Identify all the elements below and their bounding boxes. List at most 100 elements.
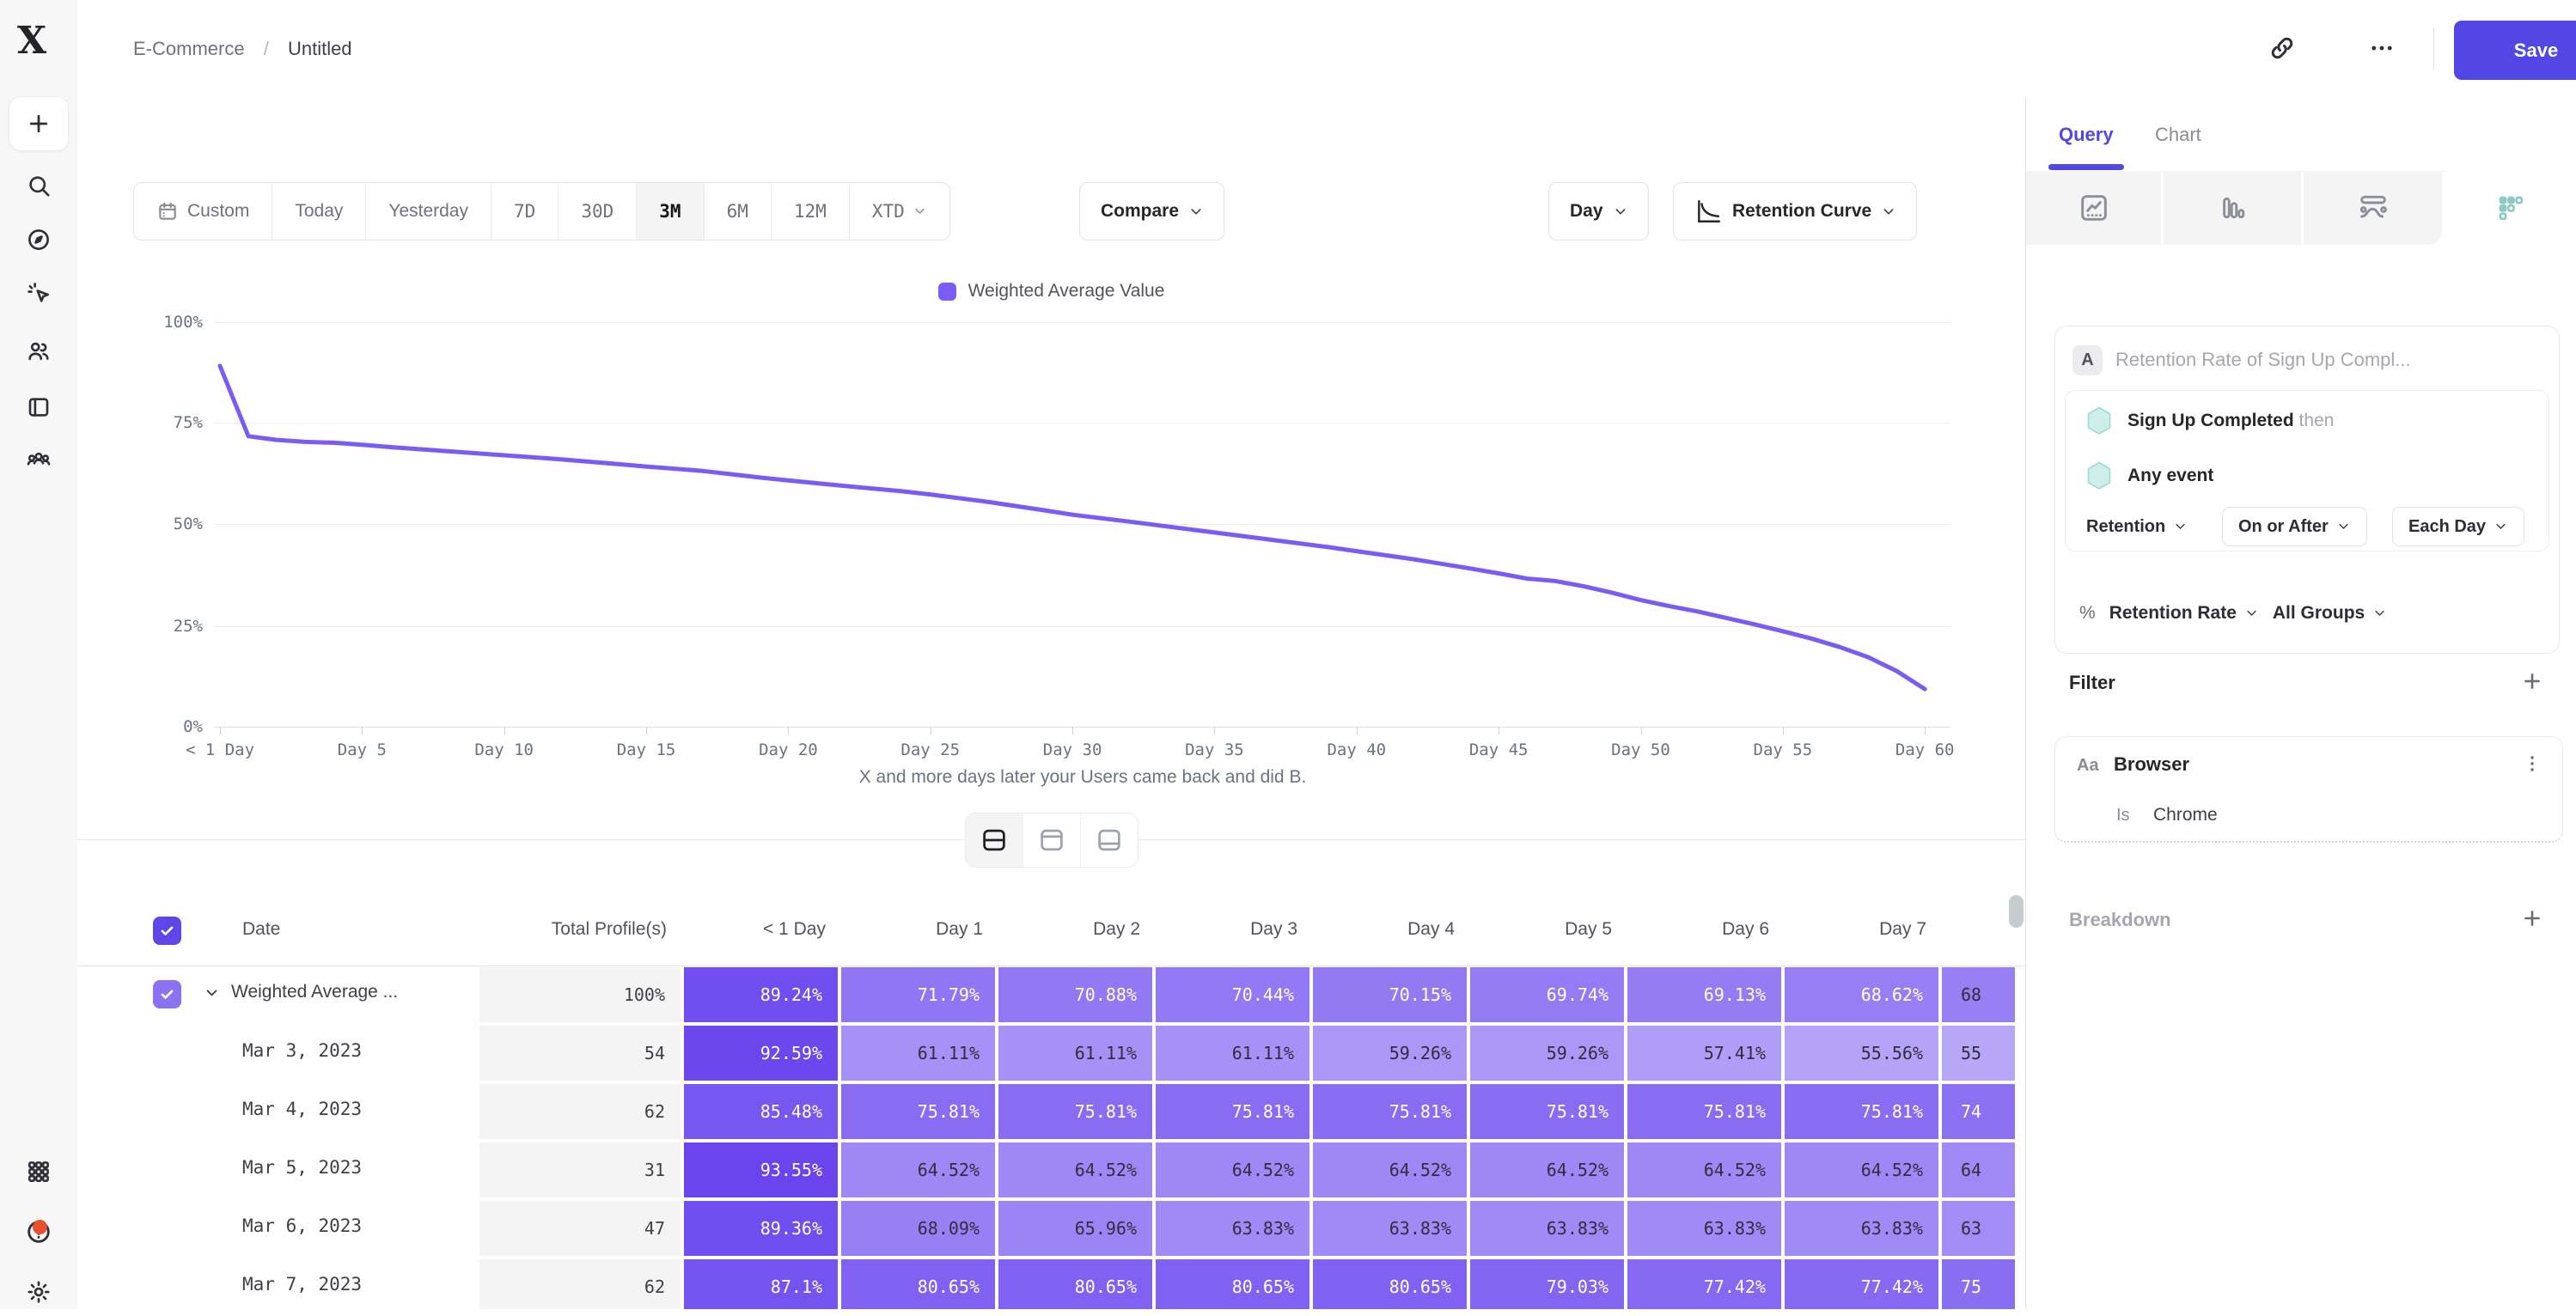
query-step-2[interactable]: Any event (2086, 461, 2213, 490)
retention-cell: 77.42% (1627, 1259, 1781, 1309)
more-options-button[interactable] (2359, 26, 2404, 70)
x-axis-tick (1214, 727, 1216, 734)
retention-cell: 77.42% (1785, 1259, 1938, 1309)
date-range-6m[interactable]: 6M (705, 183, 772, 240)
gridline (215, 524, 1950, 525)
tab-chart[interactable]: Chart (2155, 124, 2201, 145)
save-button[interactable]: Save (2454, 21, 2576, 80)
compare-button[interactable]: Compare (1079, 182, 1225, 241)
row-label[interactable]: Weighted Average ... (204, 982, 398, 1002)
date-range-30d[interactable]: 30D (559, 183, 638, 240)
date-range-label: XTD (871, 201, 905, 222)
date-range-7d[interactable]: 7D (491, 183, 559, 240)
view-tab-insights[interactable] (2026, 171, 2161, 245)
filter-card[interactable]: Aa Browser Is Chrome (2054, 736, 2563, 843)
kebab-menu-icon[interactable] (2521, 752, 2543, 775)
retention-cell: 70.88% (998, 967, 1152, 1022)
retention-cell: 75.81% (841, 1084, 995, 1139)
sidebar-item-cohorts[interactable] (11, 437, 66, 485)
retention-cell-clipped: 55 (1942, 1026, 2015, 1081)
sidebar-item-events[interactable] (11, 269, 66, 317)
group-dropdown[interactable]: All Groups (2273, 603, 2387, 624)
date-range-12m[interactable]: 12M (772, 183, 850, 240)
col-header--1-day[interactable]: < 1 Day (763, 919, 826, 939)
row-label: Mar 3, 2023 (242, 1040, 363, 1061)
share-link-button[interactable] (2260, 26, 2304, 70)
query-step-1[interactable]: Sign Up Completed then (2086, 406, 2334, 436)
retention-cell: 64.52% (1313, 1142, 1467, 1197)
check-icon (159, 986, 175, 1002)
table-scrollbar-thumb[interactable] (2009, 895, 2024, 928)
x-axis-tick (362, 727, 363, 734)
chart-type-label: Retention Curve (1732, 201, 1872, 221)
retention-cell: 63.83% (1785, 1201, 1938, 1256)
date-range-3m[interactable]: 3M (637, 183, 705, 240)
retention-cell: 80.65% (1313, 1259, 1467, 1309)
sidebar-item-apps[interactable] (11, 1148, 66, 1196)
retention-mode-dropdown[interactable]: Retention (2086, 507, 2188, 546)
retention-cell: 92.59% (684, 1026, 838, 1081)
measure-dropdown[interactable]: Retention Rate (2109, 603, 2259, 624)
chevron-down-icon (2174, 520, 2188, 533)
retention-cell: 63.83% (1156, 1201, 1309, 1256)
add-breakdown-button[interactable] (2518, 904, 2547, 933)
total-cell: 62 (479, 1259, 681, 1309)
layout-toggle-panel-bottom[interactable] (1081, 813, 1138, 867)
chart-type-dropdown[interactable]: Retention Curve (1673, 182, 1918, 241)
layout-toggle-panel-top[interactable] (1023, 813, 1081, 867)
y-axis-label: 100% (163, 313, 203, 332)
sidebar-item-create[interactable] (9, 96, 69, 151)
add-filter-button[interactable] (2518, 667, 2547, 696)
date-range-xtd[interactable]: XTD (850, 183, 949, 240)
view-tab-flow[interactable] (2304, 171, 2442, 245)
x-axis-tick (1072, 727, 1074, 734)
sidebar-item-help[interactable] (11, 1208, 66, 1256)
col-header-day-1[interactable]: Day 1 (936, 919, 983, 939)
date-range-custom[interactable]: Custom (134, 183, 273, 240)
step-suffix: then (2298, 411, 2335, 430)
breadcrumb-parent[interactable]: E-Commerce (133, 38, 245, 59)
col-header-total[interactable]: Total Profile(s) (551, 919, 667, 939)
app-logo[interactable]: X (17, 19, 47, 63)
row-checkbox[interactable] (153, 980, 181, 1008)
col-header-day-2[interactable]: Day 2 (1093, 919, 1140, 939)
date-range-label: 30D (581, 201, 614, 222)
filter-value[interactable]: Chrome (2153, 805, 2218, 825)
row-label: Mar 7, 2023 (242, 1274, 363, 1295)
col-header-day-7[interactable]: Day 7 (1879, 919, 1926, 939)
view-tab-bars[interactable] (2164, 171, 2301, 245)
retention-interval-dropdown[interactable]: Each Day (2392, 507, 2525, 546)
x-axis-tick (1925, 727, 1926, 734)
retention-cell: 61.11% (998, 1026, 1152, 1081)
col-header-day-3[interactable]: Day 3 (1250, 919, 1297, 939)
sidebar-item-notebooks[interactable] (11, 383, 66, 431)
sidebar-item-audiences[interactable] (11, 327, 66, 375)
retention-window-dropdown[interactable]: On or After (2222, 507, 2367, 546)
help-icon (25, 1218, 52, 1246)
breadcrumb-current[interactable]: Untitled (287, 38, 352, 59)
x-axis-label: Day 20 (759, 740, 818, 759)
compare-label: Compare (1101, 201, 1180, 221)
granularity-dropdown[interactable]: Day (1548, 182, 1649, 241)
chevron-down-icon[interactable] (204, 985, 219, 1000)
view-tab-retention[interactable] (2445, 171, 2576, 245)
chevron-down-icon (2373, 606, 2387, 620)
col-header-day-5[interactable]: Day 5 (1565, 919, 1612, 939)
tab-query[interactable]: Query (2059, 124, 2114, 145)
col-header-date[interactable]: Date (242, 919, 281, 939)
query-title-input[interactable]: Retention Rate of Sign Up Compl... (2115, 349, 2411, 370)
sidebar-item-explore[interactable] (11, 216, 66, 264)
chart-legend: Weighted Average Value (77, 281, 2025, 302)
table-select-all-checkbox[interactable] (153, 917, 181, 945)
filter-property[interactable]: Browser (2114, 753, 2190, 775)
layout-toggle-split-horizontal[interactable] (965, 813, 1023, 867)
sidebar-item-search[interactable] (11, 161, 66, 210)
col-header-day-6[interactable]: Day 6 (1722, 919, 1769, 939)
header-divider (2433, 27, 2434, 70)
date-range-yesterday[interactable]: Yesterday (366, 183, 492, 240)
date-range-today[interactable]: Today (272, 183, 367, 240)
col-header-day-4[interactable]: Day 4 (1407, 919, 1455, 939)
calendar-icon (156, 200, 179, 222)
sidebar-item-settings[interactable] (11, 1268, 66, 1316)
right-panel: Query Chart A Retention Rate of Sign Up … (2026, 98, 2576, 1309)
